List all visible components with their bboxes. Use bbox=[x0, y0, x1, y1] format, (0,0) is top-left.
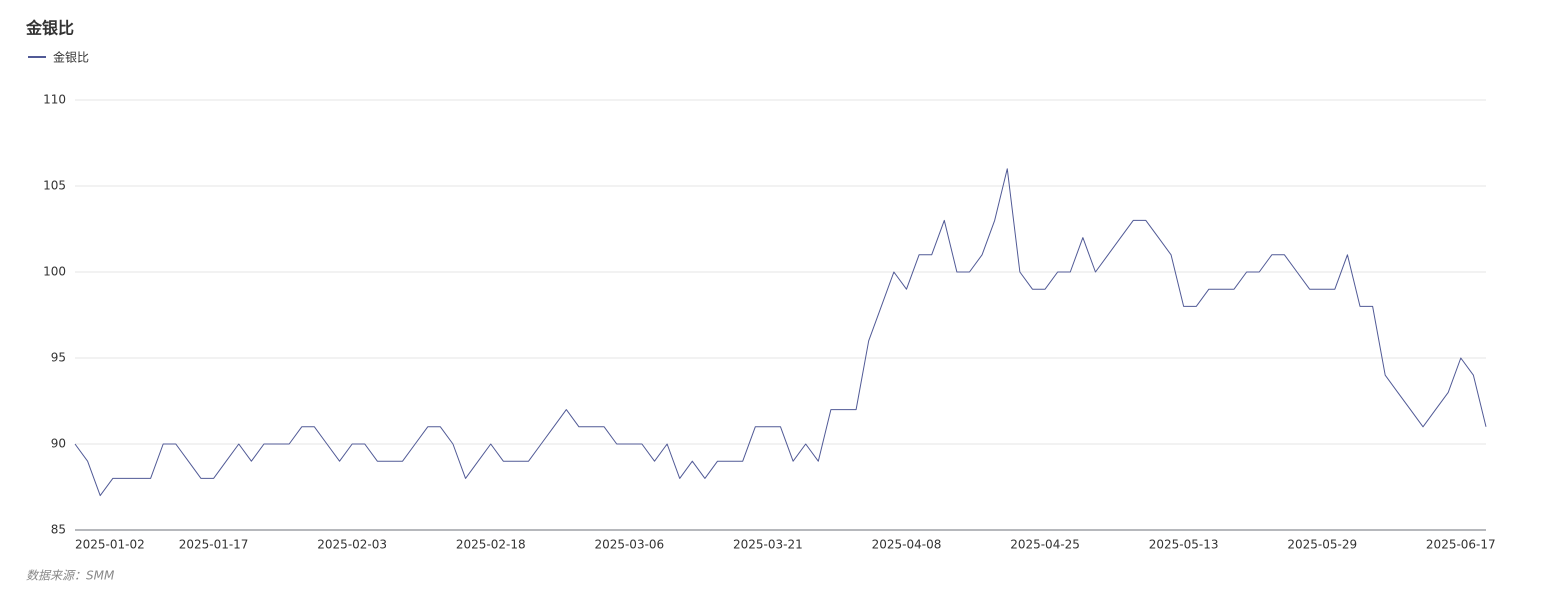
x-tick-label: 2025-04-08 bbox=[872, 538, 942, 552]
x-tick-label: 2025-04-25 bbox=[1010, 538, 1080, 552]
y-tick-label: 100 bbox=[43, 265, 66, 279]
x-tick-label: 2025-01-17 bbox=[179, 538, 249, 552]
y-tick-label: 90 bbox=[51, 437, 66, 451]
line-series bbox=[74, 168, 1487, 497]
chart-title: 金银比 bbox=[25, 19, 74, 38]
x-tick-label: 2025-01-02 bbox=[75, 538, 145, 552]
x-tick-label: 2025-05-13 bbox=[1149, 538, 1219, 552]
y-tick-label: 110 bbox=[43, 93, 66, 107]
x-tick-label: 2025-02-03 bbox=[317, 538, 387, 552]
x-tick-label: 2025-03-21 bbox=[733, 538, 803, 552]
x-tick-label: 2025-02-18 bbox=[456, 538, 526, 552]
y-tick-label: 105 bbox=[43, 179, 66, 193]
x-tick-label: 2025-03-06 bbox=[594, 538, 664, 552]
y-tick-label: 85 bbox=[51, 523, 66, 537]
x-tick-label: 2025-06-17 bbox=[1426, 538, 1496, 552]
y-tick-label: 95 bbox=[51, 351, 66, 365]
source-note: 数据来源：SMM bbox=[26, 569, 115, 583]
legend-label: 金银比 bbox=[53, 50, 89, 65]
x-tick-label: 2025-05-29 bbox=[1287, 538, 1357, 552]
